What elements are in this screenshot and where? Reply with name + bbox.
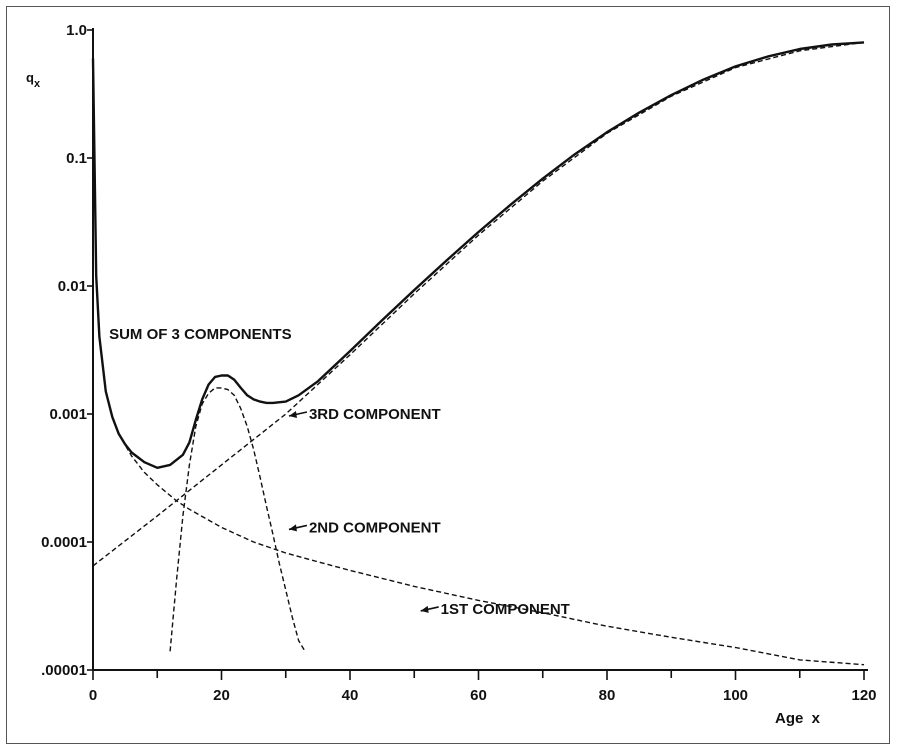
y-tick-label: 0.001 [49, 406, 87, 423]
series-layer [91, 41, 865, 666]
chart-frame [6, 6, 890, 744]
series-line-3 [169, 387, 306, 652]
annotation-label-3: 2ND COMPONENT [309, 519, 441, 536]
y-tick-label: 0.1 [66, 150, 87, 167]
annotation-label-1: SUM OF 3 COMPONENTS [109, 326, 292, 343]
series-line-1 [91, 41, 865, 469]
arrow-head-icon [288, 524, 297, 532]
x-axis-label: Age x [775, 710, 821, 727]
series-line-4 [92, 41, 865, 567]
annotation-label-4: 1ST COMPONENT [441, 601, 570, 618]
x-tick-label: 40 [342, 687, 359, 704]
x-tick-label: 60 [470, 687, 487, 704]
annotation-label-2: 3RD COMPONENT [309, 406, 441, 423]
annotation-layer: SUM OF 3 COMPONENTS 3RD COMPONENT 2ND COMP… [109, 326, 570, 618]
y-tick-label: 0.0001 [41, 534, 87, 551]
y-tick-label: 0.01 [58, 278, 87, 295]
x-tick-label: 80 [599, 687, 616, 704]
y-tick-label: .00001 [41, 662, 87, 679]
x-tick-label: 20 [213, 687, 230, 704]
arrow-head-icon [420, 605, 429, 613]
x-tick-label: 100 [723, 687, 748, 704]
y-tick-label: 1.0 [66, 22, 87, 39]
x-tick-label: 120 [851, 687, 876, 704]
x-tick-label: 0 [89, 687, 97, 704]
series-line-2 [92, 58, 865, 666]
y-axis-label: qx [26, 70, 41, 90]
arrow-head-icon [288, 411, 297, 418]
